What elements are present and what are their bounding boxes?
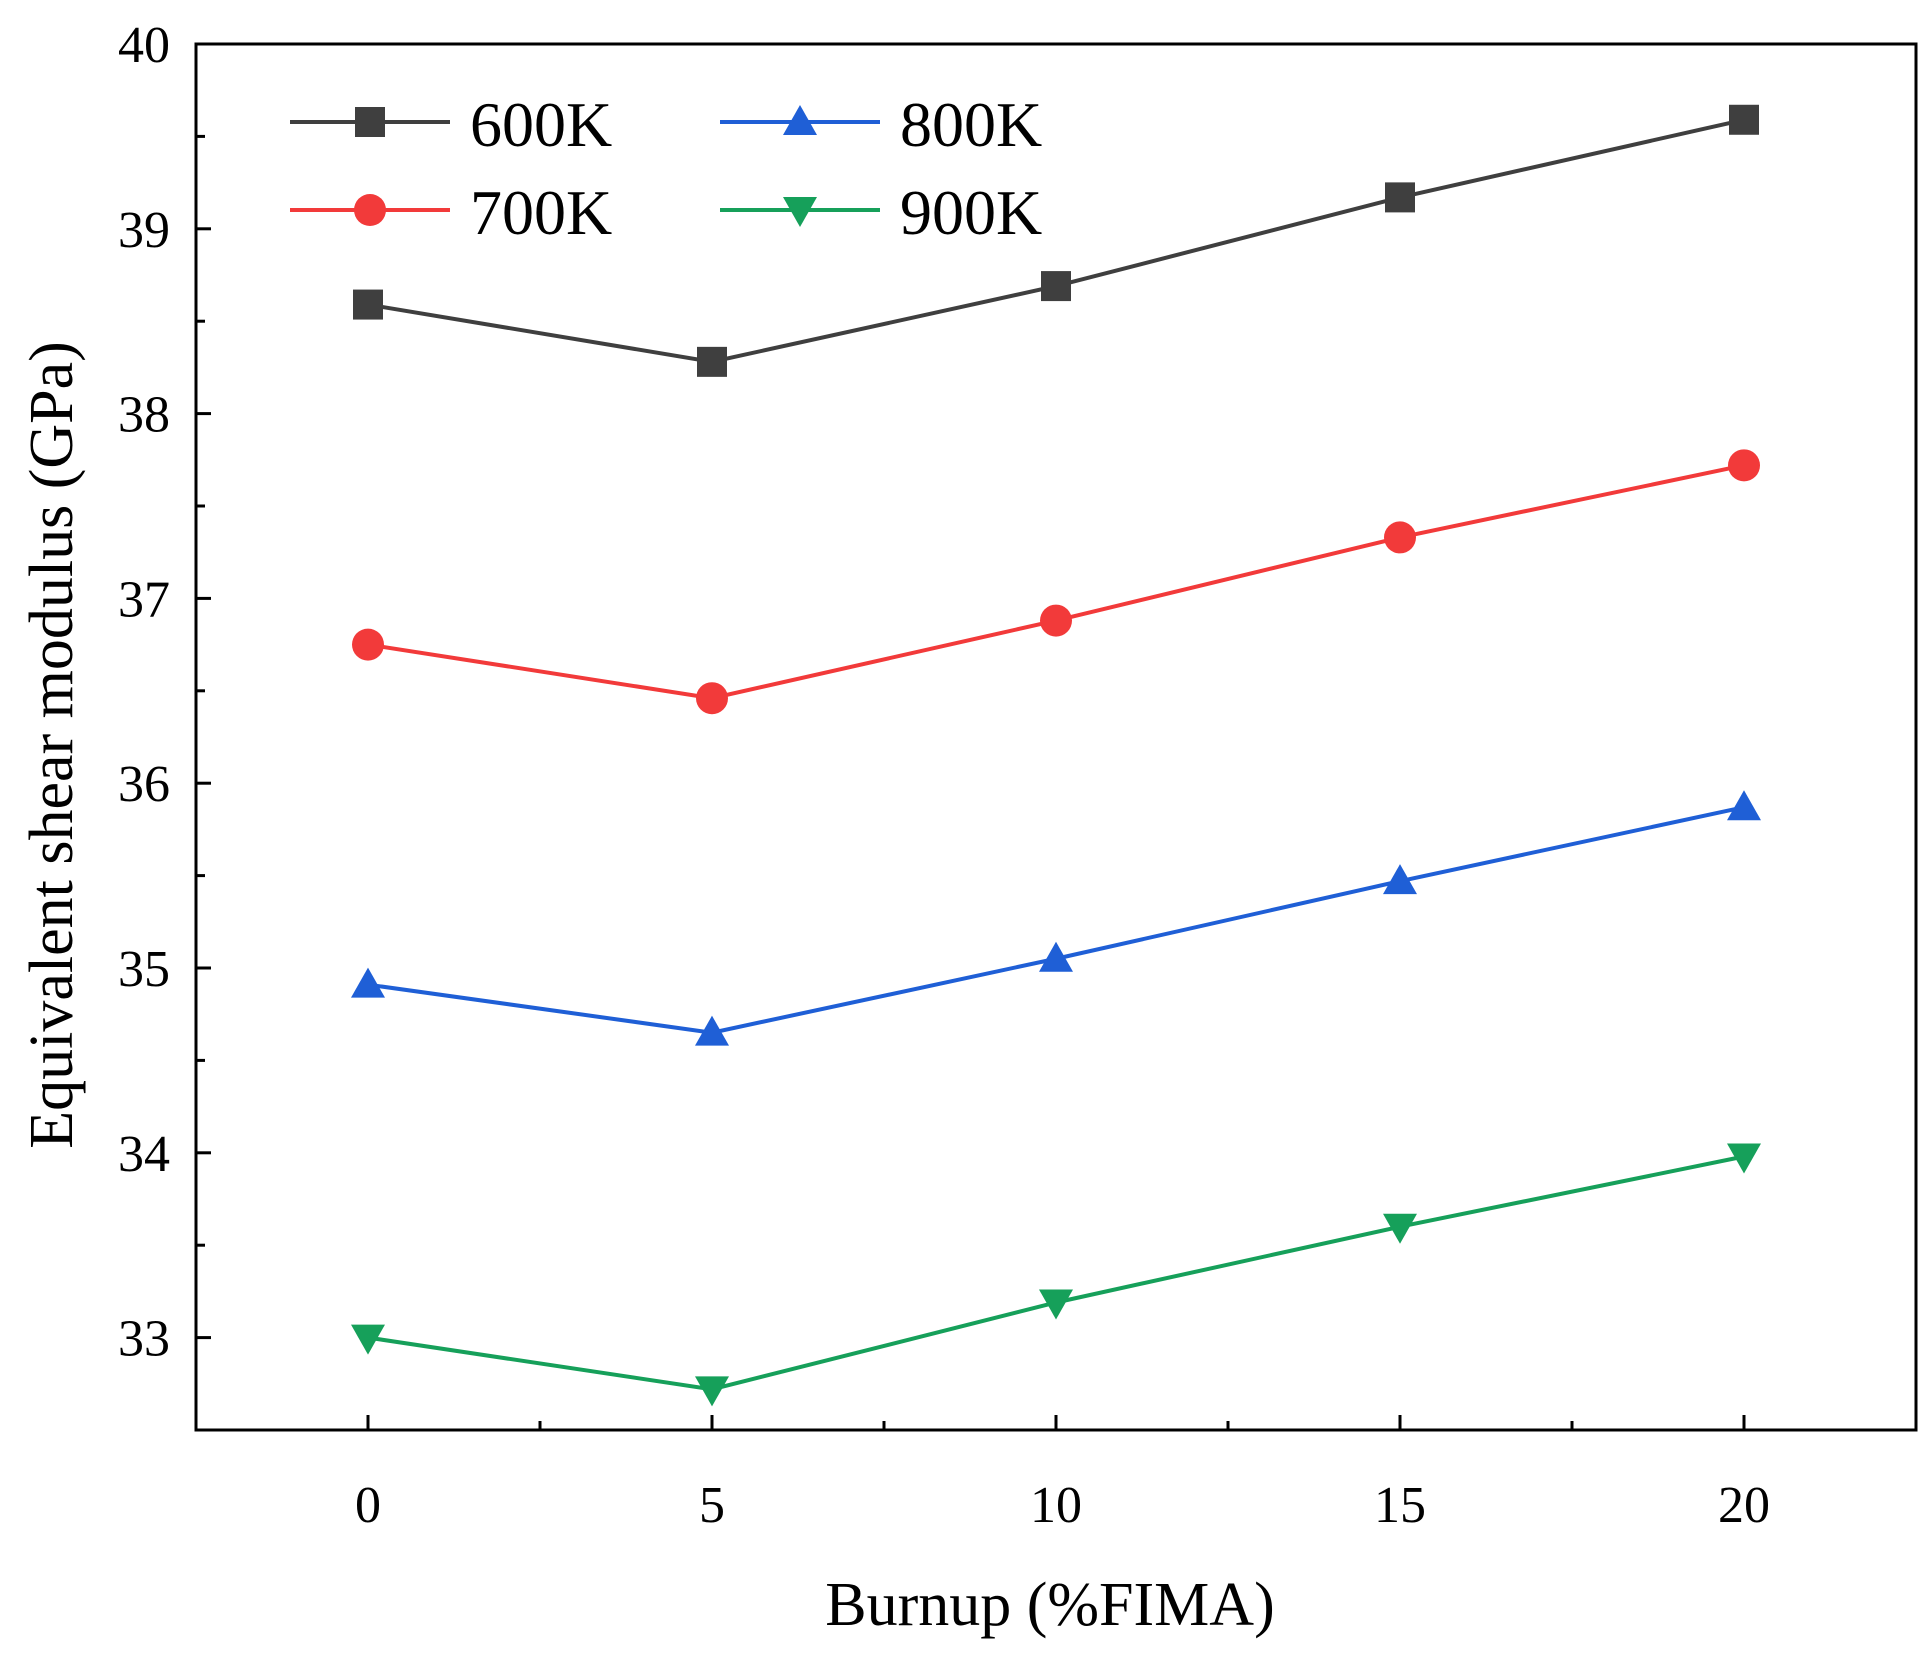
legend-entry-800K: 800K <box>720 89 1042 160</box>
y-axis-label: Equivalent shear modulus (GPa) <box>18 341 86 1149</box>
legend-marker <box>783 197 817 227</box>
y-tick-label: 34 <box>118 1126 170 1183</box>
legend-marker <box>783 105 817 135</box>
series-line <box>367 805 1745 1035</box>
y-tick-label: 38 <box>118 387 170 444</box>
data-point <box>1040 604 1072 637</box>
legend: 600K 700K 800K 900K <box>290 89 1042 248</box>
x-tick-label: 0 <box>355 1477 381 1534</box>
data-point <box>351 967 385 998</box>
data-point <box>1727 790 1761 821</box>
legend-marker <box>355 107 385 137</box>
legend-label: 600K <box>470 89 612 160</box>
series-800K <box>351 790 1761 1046</box>
legend-marker <box>354 194 386 226</box>
data-point <box>1729 104 1759 135</box>
data-point <box>352 628 384 661</box>
legend-label: 900K <box>900 177 1042 248</box>
x-tick-label: 20 <box>1718 1477 1770 1534</box>
x-tick-label: 10 <box>1030 1477 1082 1534</box>
data-point <box>353 289 383 320</box>
data-point <box>1383 1213 1417 1244</box>
data-point <box>351 1324 385 1355</box>
data-point <box>695 1376 729 1407</box>
data-point <box>696 682 728 715</box>
plot-frame-group <box>194 42 1918 1432</box>
legend-entry-900K: 900K <box>720 177 1042 248</box>
data-point <box>695 1015 729 1046</box>
series-600K <box>353 104 1759 377</box>
series-line <box>367 1154 1745 1392</box>
y-tick-label: 40 <box>118 17 170 74</box>
data-point <box>1039 941 1073 972</box>
legend-label: 800K <box>900 89 1042 160</box>
y-tick-label: 39 <box>118 202 170 259</box>
data-point <box>697 346 727 377</box>
x-tick-label: 5 <box>699 1477 725 1534</box>
data-point <box>1728 449 1760 482</box>
data-point <box>1041 271 1071 302</box>
plot-frame <box>194 42 1918 1432</box>
legend-entry-700K: 700K <box>290 177 612 248</box>
y-tick-label: 33 <box>118 1311 170 1368</box>
y-tick-label: 35 <box>118 941 170 998</box>
data-point <box>1727 1143 1761 1174</box>
x-axis-label: Burnup (%FIMA) <box>825 1571 1274 1639</box>
y-tick-label: 37 <box>118 571 170 628</box>
data-point <box>1383 864 1417 895</box>
series-900K <box>351 1143 1761 1407</box>
legend-label: 700K <box>470 177 612 248</box>
series-line <box>367 463 1745 701</box>
legend-entry-600K: 600K <box>290 89 612 160</box>
ticks-group: 0 5 10 15 20 33 34 35 36 37 38 39 40 <box>118 17 1770 1534</box>
series-700K <box>352 449 1760 715</box>
data-point <box>1384 521 1416 554</box>
series-group <box>351 104 1761 1407</box>
x-tick-label: 15 <box>1374 1477 1426 1534</box>
data-point <box>1039 1289 1073 1320</box>
data-point <box>1385 182 1415 213</box>
y-tick-label: 36 <box>118 756 170 813</box>
